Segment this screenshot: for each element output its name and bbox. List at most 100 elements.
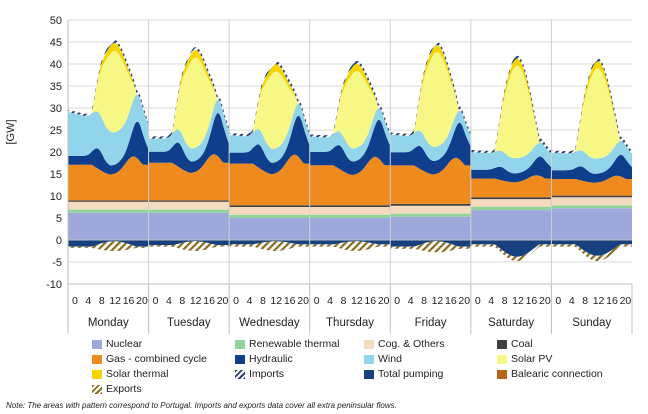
y-tick-label: 40 <box>50 59 62 71</box>
hour-tick-label: 0 <box>394 295 400 307</box>
area-hydraulic-monday <box>68 121 149 175</box>
hour-tick-label: 20 <box>297 295 309 307</box>
area-total_pumping-wednesday <box>229 240 310 245</box>
area-solar_pv-sunday <box>551 68 632 159</box>
area-coal-tuesday <box>148 200 230 202</box>
area-total_pumping-monday <box>68 240 149 247</box>
hour-tick-label: 16 <box>445 295 457 307</box>
area-renewable_thermal-sunday <box>551 205 632 209</box>
area-total_pumping-saturday <box>470 240 552 257</box>
area-gas_cc-friday <box>390 157 471 204</box>
area-nuclear-tuesday <box>148 212 230 240</box>
area-hydraulic-sunday <box>551 154 632 183</box>
area-renewable_thermal-wednesday <box>229 214 310 218</box>
legend-swatch <box>92 369 102 379</box>
hour-tick-label: 0 <box>72 295 78 307</box>
y-tick-label: 25 <box>50 125 62 137</box>
legend-swatch <box>92 384 102 394</box>
area-hydraulic-wednesday <box>229 115 310 175</box>
hour-tick-label: 16 <box>526 295 538 307</box>
legend-item-total-pumping: Total pumping <box>364 368 443 380</box>
hour-tick-label: 4 <box>408 295 414 307</box>
area-gas_cc-sunday <box>551 175 632 196</box>
area-exports-wednesday <box>229 241 310 251</box>
legend-swatch <box>235 369 245 379</box>
area-solar_pv-wednesday <box>229 71 310 149</box>
legend-item-exports: Exports <box>92 383 142 395</box>
area-nuclear-thursday <box>309 218 391 240</box>
legend-label: Imports <box>249 368 285 380</box>
hour-tick-label: 12 <box>109 295 121 307</box>
hour-tick-label: 20 <box>378 295 390 307</box>
area-solar_pv-monday <box>68 50 149 133</box>
day-label: Thursday <box>326 317 374 329</box>
area-hydraulic-thursday <box>309 119 391 175</box>
legend-swatch <box>235 354 245 364</box>
area-exports-saturday <box>470 244 552 262</box>
area-cog_others-thursday <box>309 207 391 215</box>
area-hydraulic-friday <box>390 122 471 175</box>
area-cog_others-monday <box>68 201 149 210</box>
area-imports-saturday <box>470 55 552 154</box>
legend-item-solar-pv: Solar PV <box>497 353 552 365</box>
hour-tick-label: 8 <box>179 295 185 307</box>
y-tick-label: 20 <box>50 147 62 159</box>
legend-label: Wind <box>378 353 402 365</box>
area-solar_pv-thursday <box>309 71 391 149</box>
hour-tick-label: 4 <box>327 295 333 307</box>
legend-item-nuclear: Nuclear <box>92 338 142 350</box>
hour-tick-label: 0 <box>153 295 159 307</box>
legend-swatch <box>364 339 374 349</box>
y-tick-label: 50 <box>50 15 62 27</box>
y-tick-label: 10 <box>50 191 62 203</box>
legend-swatch <box>497 339 507 349</box>
y-tick-label: 45 <box>50 37 62 49</box>
area-wind-tuesday <box>148 99 230 162</box>
legend-swatch <box>364 369 374 379</box>
area-total_pumping-tuesday <box>148 240 230 246</box>
area-imports-friday <box>390 42 471 136</box>
area-cog_others-sunday <box>551 197 632 206</box>
area-solar_pv-friday <box>390 52 471 147</box>
area-cog_others-tuesday <box>148 201 230 210</box>
legend-label: Hydraulic <box>249 353 293 365</box>
hour-tick-label: 12 <box>270 295 282 307</box>
area-cog_others-saturday <box>470 199 552 207</box>
area-exports-sunday <box>551 244 632 262</box>
legend-item-hydraulic: Hydraulic <box>235 353 293 365</box>
area-nuclear-saturday <box>470 210 552 240</box>
day-label: Saturday <box>488 317 534 329</box>
area-nuclear-sunday <box>551 208 632 240</box>
hour-tick-label: 16 <box>364 295 376 307</box>
hour-tick-label: 4 <box>85 295 91 307</box>
y-tick-label: 0 <box>56 235 62 247</box>
hour-tick-label: 12 <box>593 295 605 307</box>
legend-label: Total pumping <box>378 368 444 380</box>
hour-tick-label: 0 <box>233 295 239 307</box>
day-label: Monday <box>88 317 129 329</box>
legend-item-balearic: Balearic connection <box>497 368 603 380</box>
hour-tick-label: 16 <box>606 295 618 307</box>
area-gas_cc-monday <box>68 156 149 201</box>
area-nuclear-monday <box>68 212 149 240</box>
hour-tick-label: 16 <box>123 295 135 307</box>
legend-item-gas-cc: Gas - combined cycle <box>92 353 207 365</box>
area-nuclear-friday <box>390 216 471 240</box>
area-renewable_thermal-saturday <box>470 207 552 211</box>
legend-label: Exports <box>106 383 142 395</box>
legend-label: Balearic connection <box>511 368 603 380</box>
legend-swatch <box>497 354 507 364</box>
legend-item-cog-others: Cog. & Others <box>364 338 445 350</box>
area-gas_cc-saturday <box>470 175 552 198</box>
area-exports-tuesday <box>148 241 230 251</box>
area-total_pumping-sunday <box>551 240 632 256</box>
area-total_pumping-thursday <box>309 240 391 245</box>
legend-label: Cog. & Others <box>378 338 445 350</box>
hour-tick-label: 0 <box>475 295 481 307</box>
area-coal-saturday <box>470 197 552 200</box>
y-tick-label: 15 <box>50 169 62 181</box>
area-solar_pv-tuesday <box>148 57 230 149</box>
area-cog_others-wednesday <box>229 207 310 215</box>
area-hydraulic-saturday <box>470 156 552 183</box>
